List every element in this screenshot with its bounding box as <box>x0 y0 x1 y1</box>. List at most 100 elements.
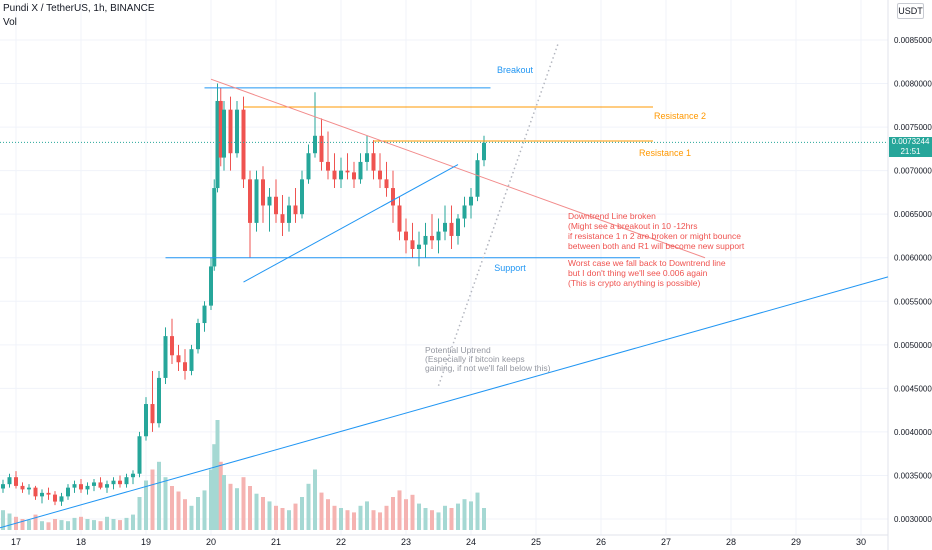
candle-body <box>391 188 395 206</box>
volume-bar <box>267 501 272 530</box>
volume-bar <box>332 505 337 530</box>
candle-body <box>1 484 5 489</box>
candle-body <box>235 109 239 154</box>
volume-bar <box>293 503 298 530</box>
candle-body <box>212 188 217 267</box>
x-tick-label: 28 <box>726 537 736 547</box>
currency-button[interactable]: USDT <box>897 3 924 19</box>
candle-body <box>137 436 142 474</box>
volume-bar <box>365 501 369 530</box>
volume-bar <box>105 516 109 530</box>
x-tick-label: 30 <box>856 537 866 547</box>
worst-case-note-line: but I don't thing we'll see 0.006 again <box>568 268 708 278</box>
candle-body <box>157 377 161 424</box>
candle-body <box>72 484 77 488</box>
volume-bar <box>66 521 70 530</box>
candle-body <box>46 492 51 495</box>
volume-bar <box>196 497 200 530</box>
volume-bar <box>475 492 480 530</box>
candle-body <box>209 266 213 306</box>
volume-bar <box>20 519 25 530</box>
resistance-1-label: Resistance 1 <box>639 148 691 158</box>
volume-bar <box>228 483 233 530</box>
downtrend-note-line: (Might see a breakout in 10 -12hrs <box>568 221 697 231</box>
candle-body <box>345 170 350 173</box>
candle-body <box>40 492 44 497</box>
candle-body <box>280 214 285 223</box>
volume-bar <box>235 488 239 530</box>
rising-trendline <box>243 164 459 283</box>
candle-body <box>274 196 278 215</box>
candle-body <box>365 153 369 162</box>
volume-bar <box>33 514 38 530</box>
volume-bar <box>287 510 291 530</box>
volume-bar <box>339 508 343 530</box>
candle-body <box>176 355 181 363</box>
volume-bar <box>241 477 246 530</box>
candle-body <box>85 485 90 490</box>
x-tick-label: 29 <box>791 537 801 547</box>
volume-bar <box>358 505 363 530</box>
volume-bar <box>345 510 350 530</box>
candle-body <box>79 484 83 490</box>
y-tick-label: 0.0065000 <box>894 210 932 219</box>
volume-bar <box>274 505 278 530</box>
candle-body <box>33 487 38 497</box>
candle-body <box>131 473 135 478</box>
candle-body <box>196 323 200 350</box>
volume-bar <box>46 522 51 530</box>
candle-body <box>339 170 343 180</box>
candle-body <box>371 153 376 171</box>
volume-bar <box>144 480 148 530</box>
volume-bar <box>7 513 12 530</box>
volume-bar <box>410 494 415 530</box>
candle-body <box>170 336 174 356</box>
candle-body <box>183 362 187 371</box>
volume-bar <box>261 497 265 530</box>
volume-bar <box>423 508 428 530</box>
candle-body <box>92 482 96 486</box>
volume-bar <box>163 477 168 530</box>
candle-body <box>267 196 272 206</box>
volume-bar <box>72 517 77 530</box>
volume-bar <box>397 490 402 530</box>
candle-body <box>111 480 116 485</box>
support-label: Support <box>494 263 526 273</box>
volume-bar <box>92 520 96 530</box>
volume-bar <box>352 512 356 530</box>
candle-body <box>27 487 31 490</box>
candle-body <box>124 477 129 485</box>
volume-bar <box>404 499 408 530</box>
volume-bar <box>391 497 395 530</box>
volume-bar <box>417 503 421 530</box>
volume-bar <box>482 508 486 530</box>
candle-body <box>300 179 304 215</box>
candle-body <box>118 480 122 485</box>
bar-countdown: 21:51 <box>900 147 921 156</box>
volume-bar <box>248 486 252 530</box>
volume-bar <box>98 521 103 530</box>
volume-bar <box>384 505 389 530</box>
candle-body <box>423 235 428 245</box>
volume-bar <box>59 520 64 530</box>
downtrend-line <box>210 78 706 259</box>
candle-body <box>482 142 486 161</box>
y-tick-label: 0.0075000 <box>894 123 932 132</box>
volume-bar <box>131 514 135 530</box>
volume-bar <box>137 497 142 530</box>
x-tick-label: 23 <box>401 537 411 547</box>
downtrend-note-line: Downtrend Line broken <box>568 211 656 221</box>
uptrend-note-line: Potential Uptrend <box>425 345 491 355</box>
x-tick-label: 17 <box>11 537 21 547</box>
candle-body <box>248 179 252 223</box>
y-tick-label: 0.0060000 <box>894 254 932 263</box>
volume-bar <box>254 493 259 530</box>
candle-body <box>306 153 311 180</box>
candle-body <box>20 485 25 490</box>
candle-body <box>358 161 363 180</box>
volume-bar <box>215 420 220 530</box>
volume-bar <box>212 444 217 530</box>
uptrend-note-line: gaining, if not we'll fall below this) <box>425 363 551 373</box>
candle-body <box>332 170 337 180</box>
